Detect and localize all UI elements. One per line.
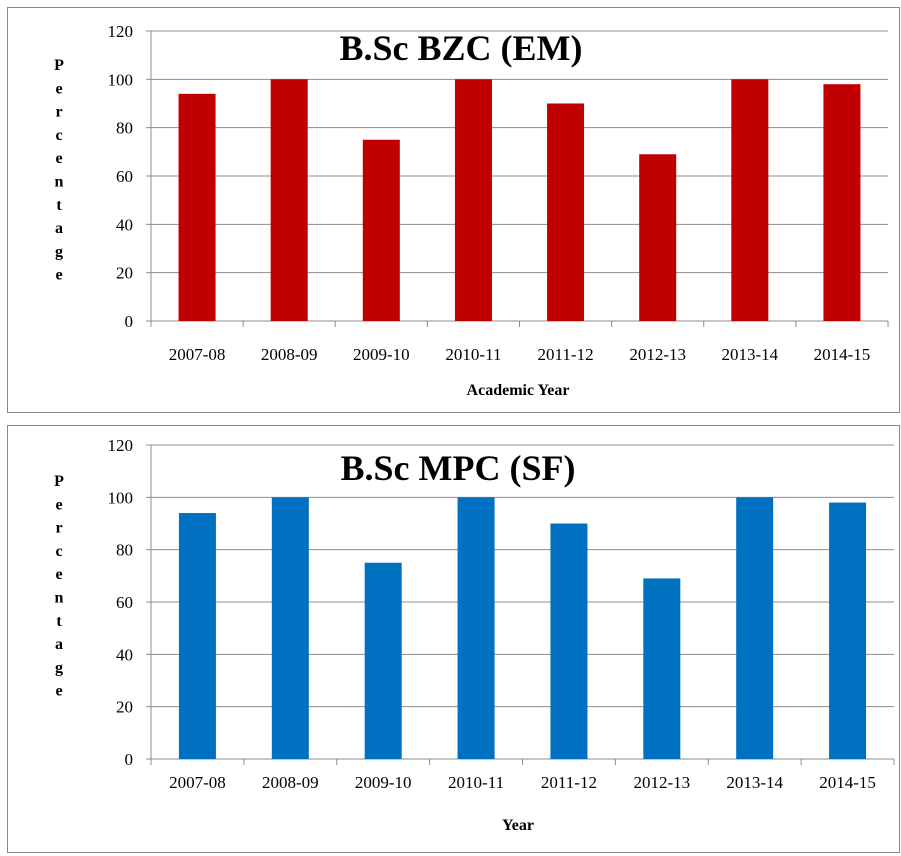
y-tick-label: 20 [116,264,133,283]
bar-chart-mpc: 0 20 40 60 80 100 120 2007-08 2008-09 2009-10 2010… [54,436,895,834]
y-tick-label: 80 [116,541,133,560]
x-tick-label: 2010-11 [445,345,501,364]
x-tick-label: 2014-15 [814,345,871,364]
bar-2011-12 [550,523,588,759]
y-axis-title-letter: e [55,496,62,513]
chart-panel-mpc: 0 20 40 60 80 100 120 2007-08 2008-09 2009-10 2010… [7,425,900,853]
y-tick-label: 100 [108,488,134,507]
y-tick-label: 0 [125,312,134,331]
chart-title: B.Sc MPC (SF) [341,448,576,488]
y-axis-title-letter: e [55,150,62,167]
y-axis-title-letter: r [55,104,62,121]
bar-2007-08 [178,93,216,321]
y-axis-title-letter: e [55,683,62,700]
x-tick-label: 2013-14 [721,345,778,364]
y-axis-title-letter: n [55,174,64,191]
bar-chart-bzc: 0 20 40 60 80 100 120 2007-08 2008-09 2009-10 2010… [54,22,889,399]
x-tick-label: 2011-12 [541,773,597,792]
y-axis-title-letter: a [55,636,63,653]
y-axis-title-letter: e [55,566,62,583]
bar-2007-08 [178,513,216,759]
y-tick-label: 100 [108,70,134,89]
y-axis-title-letter: c [55,543,62,560]
bar-2014-15 [823,84,861,322]
x-tick-label: 2012-13 [629,345,686,364]
x-tick-label: 2014-15 [819,773,876,792]
x-tick-label: 2008-09 [262,773,319,792]
x-tick-label: 2013-14 [726,773,783,792]
chart-panel-bzc: 0 20 40 60 80 100 120 2007-08 2008-09 2009-10 2010… [7,7,900,413]
y-axis-title-letter: t [56,613,62,630]
bar-2013-14 [736,497,774,759]
bar-2010-11 [454,79,492,321]
bar-2014-15 [829,502,867,759]
y-tick-label: 40 [116,645,133,664]
y-tick-label: 40 [116,215,133,234]
y-tick-label: 60 [116,593,133,612]
y-axis-title-letter: P [54,57,64,74]
x-axis-title: Year [502,817,534,834]
y-tick-label: 60 [116,167,133,186]
y-tick-label: 80 [116,119,133,138]
y-tick-label: 20 [116,698,133,717]
x-tick-label: 2009-10 [353,345,410,364]
bar-2009-10 [362,139,400,321]
chart-title: B.Sc BZC (EM) [340,28,583,68]
bar-2009-10 [364,562,402,759]
x-tick-label: 2009-10 [355,773,412,792]
bar-2012-13 [643,578,681,759]
y-axis-title-letter: e [55,267,62,284]
x-tick-label: 2010-11 [448,773,504,792]
y-axis-title-letter: t [56,197,62,214]
y-axis-title-letter: n [55,590,64,607]
x-tick-label: 2011-12 [538,345,594,364]
bar-2008-09 [270,79,308,321]
y-axis-title-letter: r [55,520,62,537]
y-axis-title-letter: g [55,243,63,260]
y-axis-title-letter: c [55,127,62,144]
bar-2008-09 [271,497,309,759]
x-tick-label: 2007-08 [169,345,226,364]
bar-2011-12 [547,103,585,321]
y-axis-title-letter: e [55,80,62,97]
y-axis-title-letter: g [55,659,63,676]
bar-2013-14 [731,79,769,321]
y-tick-label: 0 [125,750,134,769]
bar-2012-13 [639,154,677,321]
x-axis-title: Academic Year [467,382,570,399]
y-tick-label: 120 [108,22,134,41]
y-axis-title-letter: a [55,220,63,237]
y-axis-title-letter: P [54,473,64,490]
y-tick-label: 120 [108,436,134,455]
x-tick-label: 2008-09 [261,345,318,364]
x-tick-label: 2007-08 [169,773,226,792]
bar-2010-11 [457,497,495,759]
x-tick-label: 2012-13 [633,773,690,792]
